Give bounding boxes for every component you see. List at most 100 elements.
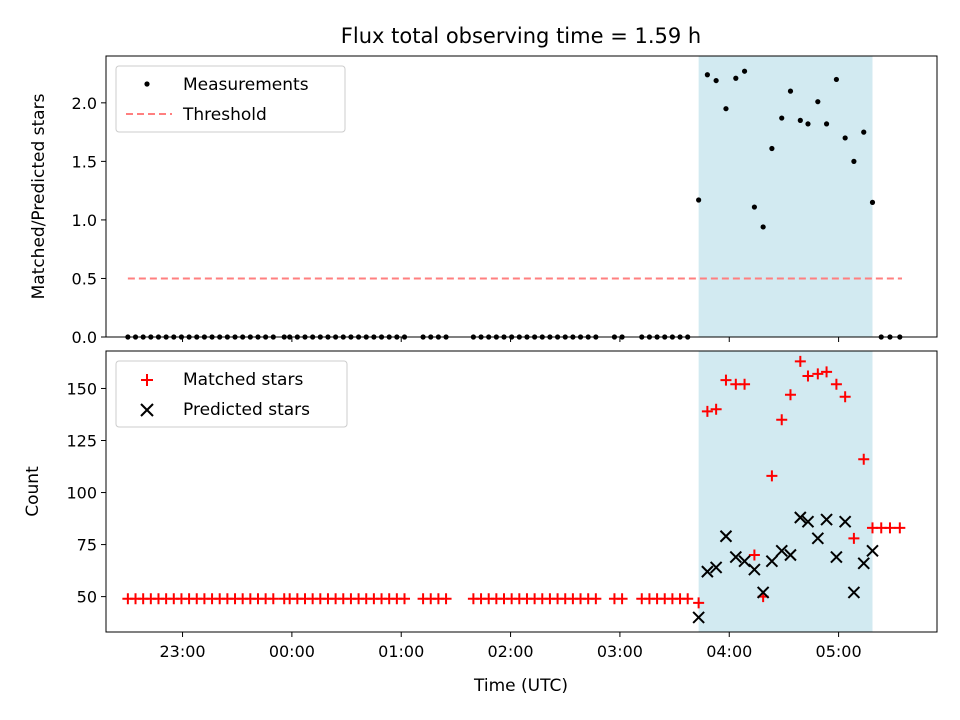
measurement-point	[779, 115, 785, 121]
matched-star-point	[821, 366, 833, 378]
matched-star-point	[710, 403, 722, 415]
predicted-star-point	[709, 561, 723, 574]
predicted-star-point	[719, 530, 733, 543]
matched-star-point	[682, 593, 694, 605]
measurement-point	[696, 197, 702, 203]
ratio-plot-frame	[105, 55, 938, 338]
counts-legend-box	[115, 360, 348, 428]
x-axis-label: Time (UTC)	[473, 676, 568, 696]
x-tick-label: 02:00	[488, 642, 534, 661]
predicted-star-point	[857, 557, 870, 570]
y-tick-label: 0.5	[72, 269, 97, 288]
matched-star-point	[267, 593, 279, 605]
predicted-star-point	[756, 586, 770, 599]
predicted-star-point	[794, 511, 807, 524]
y-tick-label: 125	[66, 432, 97, 451]
matched-star-point	[399, 593, 411, 605]
matched-star-point	[766, 470, 778, 482]
measurement-point	[805, 121, 811, 127]
predicted-star-point	[830, 550, 843, 564]
matched-star-point	[590, 593, 602, 605]
measurement-point	[751, 204, 757, 210]
legend-measurements-marker	[144, 81, 150, 87]
y-tick-label: 2.0	[72, 94, 97, 113]
predicted-star-point	[765, 555, 779, 568]
legend-predicted-label: Predicted stars	[183, 400, 310, 420]
predicted-star-point	[838, 515, 852, 528]
legend-predicted-marker	[140, 403, 154, 417]
x-tick-label: 04:00	[706, 642, 752, 661]
legend-threshold-label: Threshold	[182, 105, 267, 125]
matched-star-point	[701, 405, 713, 417]
ratio-panel: 0.00.51.01.52.0 Matched/Predicted stars …	[29, 55, 938, 347]
matched-star-point	[616, 593, 628, 605]
measurement-point	[713, 77, 719, 84]
measurement-point	[787, 88, 794, 94]
matched-star-point	[440, 593, 452, 605]
matched-star-point	[884, 522, 896, 534]
matched-star-point	[748, 549, 760, 561]
predicted-star-point	[811, 532, 825, 545]
predicted-star-point	[866, 544, 879, 558]
x-tick-label: 01:00	[378, 642, 424, 661]
y-tick-label: 1.5	[72, 152, 97, 171]
counts-plot-frame	[105, 350, 938, 633]
measurement-point	[833, 76, 840, 83]
legend-matched-label: Matched stars	[183, 370, 303, 390]
x-tick-label: 00:00	[269, 642, 315, 661]
measurement-point	[815, 99, 821, 105]
matched-star-point	[812, 368, 824, 380]
measurement-point	[869, 199, 876, 205]
y-tick-label: 50	[77, 588, 97, 607]
measurement-point	[851, 158, 857, 164]
highlight-span	[698, 56, 873, 337]
predicted-star-point	[692, 611, 705, 624]
x-tick-label: 03:00	[597, 642, 643, 661]
predicted-star-point	[784, 548, 797, 562]
matched-star-point	[784, 389, 796, 401]
predicted-star-point	[748, 563, 761, 576]
matched-star-point	[693, 597, 705, 609]
chart-title: Flux total observing time = 1.59 h	[341, 24, 701, 48]
measurement-point	[823, 121, 830, 127]
matched-star-point	[739, 378, 751, 390]
y-tick-label: 0.0	[72, 328, 97, 347]
predicted-star-point	[847, 586, 861, 599]
predicted-star-point	[701, 565, 714, 578]
highlight-span	[698, 351, 873, 632]
y-tick-label: 150	[66, 379, 97, 398]
predicted-star-point	[729, 550, 743, 564]
predicted-star-point	[820, 513, 833, 526]
measurement-point	[797, 117, 803, 123]
predicted-star-point	[801, 515, 815, 528]
matched-star-point	[720, 374, 732, 386]
measurement-point	[741, 68, 748, 74]
counts-y-axis-label: Count	[23, 466, 43, 517]
predicted-star-point	[775, 544, 788, 558]
measurement-point	[769, 145, 775, 152]
ratio-y-axis-label: Matched/Predicted stars	[29, 93, 49, 299]
measurement-point	[733, 75, 739, 81]
matched-star-point	[858, 453, 870, 465]
x-tick-label: 23:00	[159, 642, 205, 661]
measurement-point	[760, 224, 766, 230]
matched-star-point	[794, 355, 806, 367]
predicted-star-point	[738, 555, 751, 568]
x-tick-label: 05:00	[816, 642, 862, 661]
matched-star-point	[839, 391, 851, 403]
legend-matched-marker	[141, 374, 153, 386]
matched-star-point	[802, 370, 814, 382]
y-tick-label: 75	[77, 536, 97, 555]
legend-measurements-label: Measurements	[183, 75, 309, 95]
measurement-point	[861, 129, 867, 135]
matched-star-point	[830, 378, 842, 390]
ratio-legend: Measurements Threshold	[115, 65, 346, 133]
matched-star-point	[776, 414, 788, 426]
matched-star-point	[848, 532, 860, 544]
measurement-point	[704, 72, 710, 78]
ratio-legend-box	[115, 65, 346, 133]
counts-legend: Matched stars Predicted stars	[115, 360, 348, 428]
measurement-point	[842, 135, 848, 141]
y-tick-label: 1.0	[72, 211, 97, 230]
